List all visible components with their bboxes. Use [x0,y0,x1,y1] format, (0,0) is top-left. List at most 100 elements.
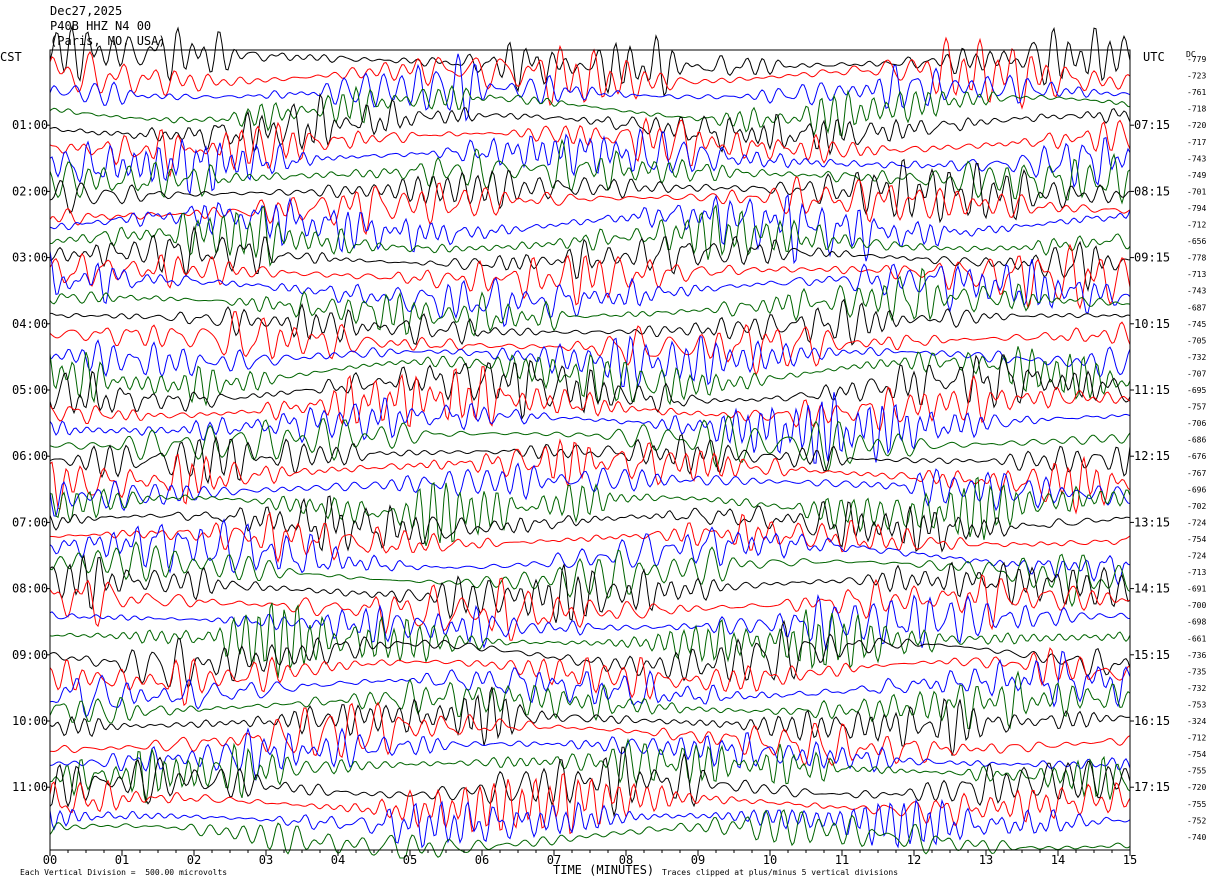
trace-line [49,267,1131,337]
trace-line [49,462,1131,517]
left-timezone-label: CST [0,50,22,64]
dc-offset-label: -767 [1187,469,1206,478]
right-hour-label: 17:15 [1134,780,1170,794]
dc-offset-label: -676 [1187,452,1206,461]
dc-offset-label: -720 [1187,121,1206,130]
trace-line [49,193,1131,265]
scale-note: Each Vertical Division = 500.00 microvol… [20,868,228,877]
trace-line [49,727,1131,782]
trace-line [49,650,1131,718]
x-tick-label: 03 [259,853,273,867]
x-tick-label: 11 [835,853,849,867]
dc-offset-label: -720 [1187,783,1206,792]
trace-line [49,204,1131,267]
trace-line [49,495,1131,553]
header-station: P40B HHZ N4 00 [50,19,152,33]
trace-line [49,53,1131,122]
right-hour-label: 16:15 [1134,714,1170,728]
left-hour-label: 11:00 [12,780,48,794]
x-tick-label: 10 [763,853,777,867]
trace-line [49,686,1131,756]
dc-offset-label: -718 [1187,105,1206,114]
trace-line [49,158,1131,224]
trace-line [49,701,1131,767]
left-hour-label: 10:00 [12,714,48,728]
x-tick-label: 14 [1051,853,1065,867]
trace-line [49,809,1131,859]
x-tick-label: 06 [475,853,489,867]
trace-line [49,36,1131,110]
x-tick-label: 04 [331,853,345,867]
trace-line [49,798,1131,849]
right-hour-label: 07:15 [1134,118,1170,132]
trace-line [49,92,1131,156]
dc-offset-label: -740 [1187,833,1206,842]
right-timezone-label: UTC [1143,50,1165,64]
right-hour-label: 12:15 [1134,449,1170,463]
dc-offset-label: -687 [1187,303,1206,312]
axes-group: -779 -723 -761 -718 -720 -717 -743 -749 -701 -794… [12,49,1206,867]
dc-offset-label: -745 [1187,320,1206,329]
left-hour-label: 07:00 [12,515,48,529]
x-axis-label: TIME (MINUTES) [553,863,655,877]
trace-line [49,518,1131,586]
left-hour-label: 01:00 [12,118,48,132]
clip-note: Traces clipped at plus/minus 5 vertical … [662,868,899,877]
trace-line [49,512,1131,564]
trace-line [49,476,1131,547]
trace-line [49,127,1131,196]
left-hour-label: 05:00 [12,383,48,397]
dc-offset-label: -761 [1187,88,1206,97]
right-hour-label: 10:15 [1134,317,1170,331]
dc-offset-label: -712 [1187,221,1206,230]
trace-line [49,738,1131,804]
x-tick-label: 01 [115,853,129,867]
trace-line [49,541,1131,608]
dc-offset-label: -732 [1187,353,1206,362]
dc-offset-label: -686 [1187,436,1206,445]
x-tick-label: 05 [403,853,417,867]
trace-line [49,574,1131,641]
dc-offset-label: -698 [1187,618,1206,627]
left-hour-label: 06:00 [12,449,48,463]
dc-offset-label: -712 [1187,734,1206,743]
dc-offset-label: -656 [1187,237,1206,246]
dc-header-label: DC [1186,50,1196,59]
dc-offset-label: -779 [1187,55,1206,64]
dc-offset-label: -754 [1187,535,1206,544]
trace-line [49,138,1131,205]
header-date: Dec27,2025 [50,4,123,18]
dc-offset-label: -706 [1187,419,1206,428]
trace-line [49,619,1131,689]
x-tick-label: 08 [619,853,633,867]
dc-offset-label: -707 [1187,369,1206,378]
trace-line [49,250,1131,328]
trace-line [49,366,1131,432]
trace-group [49,24,1131,859]
dc-offset-label: -696 [1187,485,1206,494]
dc-offset-label: -735 [1187,667,1206,676]
x-tick-label: 02 [187,853,201,867]
trace-line [49,670,1131,730]
x-tick-label: 07 [547,853,561,867]
right-hour-label: 09:15 [1134,251,1170,265]
x-tick-label: 13 [979,853,993,867]
trace-line [49,243,1131,310]
trace-line [49,392,1131,464]
dc-offset-label: -661 [1187,634,1206,643]
dc-offset-label: -755 [1187,767,1206,776]
trace-line [49,554,1131,623]
left-hour-label: 04:00 [12,317,48,331]
dc-offset-label: -701 [1187,187,1206,196]
trace-line [49,24,1131,97]
trace-line [49,593,1131,652]
dc-offset-label: -705 [1187,336,1206,345]
dc-offset-label: -732 [1187,684,1206,693]
trace-line [49,84,1131,137]
dc-offset-label: -713 [1187,568,1206,577]
dc-offset-label: -724 [1187,518,1206,527]
dc-offset-label: -754 [1187,750,1206,759]
dc-offset-label: -702 [1187,502,1206,511]
x-tick-label: 09 [691,853,705,867]
